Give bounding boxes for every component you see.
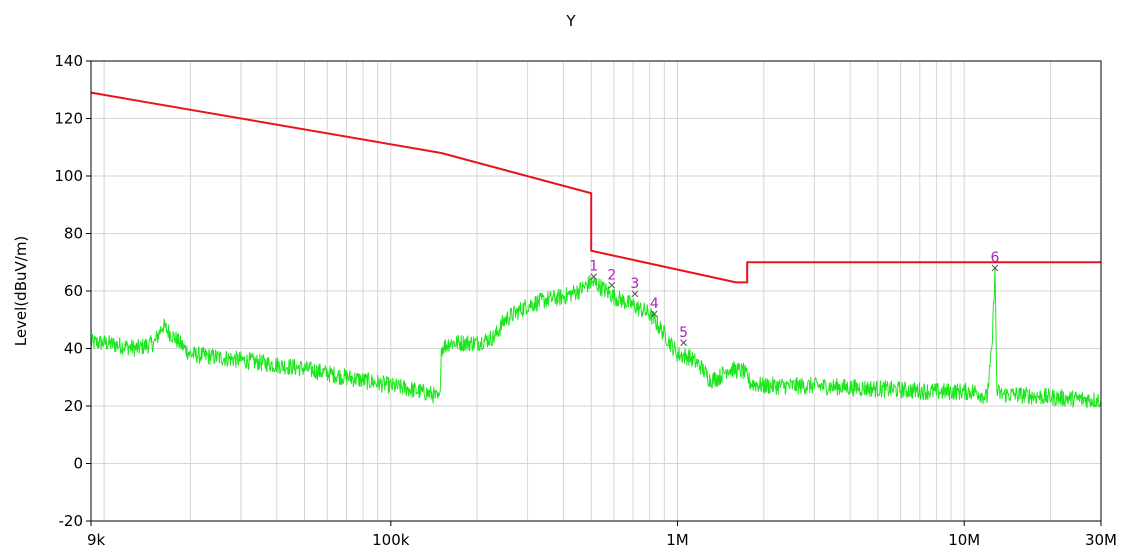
marker-label: 5 [679, 325, 688, 341]
y-tick-label: 60 [64, 282, 83, 300]
series-layer [90, 91, 1102, 409]
marker-point [590, 273, 598, 280]
y-tick-label: 40 [64, 340, 83, 358]
y-tick-label: -20 [59, 512, 84, 530]
y-tick-label: 0 [73, 455, 83, 473]
marker-point [680, 339, 687, 347]
y-tick-label: 80 [64, 225, 83, 243]
x-tick-label: 10M [948, 531, 980, 549]
marker-label: 4 [650, 296, 659, 312]
marker-label: 6 [990, 250, 999, 266]
y-tick-label: 120 [54, 110, 83, 128]
y-tick-label: 20 [64, 397, 83, 415]
y-tick-label: 100 [54, 167, 83, 185]
series-line-0 [90, 91, 1101, 284]
x-tick-label: 100k [372, 531, 410, 549]
series-line-1 [90, 266, 1102, 409]
marker-label: 1 [589, 259, 598, 275]
axis-ticks: -20 0 20 40 60 80 100 120 140 9k 100k 1M 10M 30M [54, 52, 1117, 549]
marker-point [991, 264, 999, 272]
marker-point [631, 290, 639, 298]
x-tick-label: 1M [666, 531, 689, 549]
marker-point [608, 281, 616, 289]
marker-point [650, 310, 658, 318]
y-tick-label: 140 [54, 52, 83, 70]
chart-title: Y [565, 12, 576, 30]
x-tick-label: 9k [87, 531, 106, 549]
marker-label: 2 [607, 267, 616, 283]
marker-label: 3 [630, 276, 639, 292]
x-tick-label: 30M [1085, 531, 1117, 549]
y-axis-label: Level(dBuV/m) [12, 236, 30, 347]
grid-lines [90, 60, 1102, 522]
